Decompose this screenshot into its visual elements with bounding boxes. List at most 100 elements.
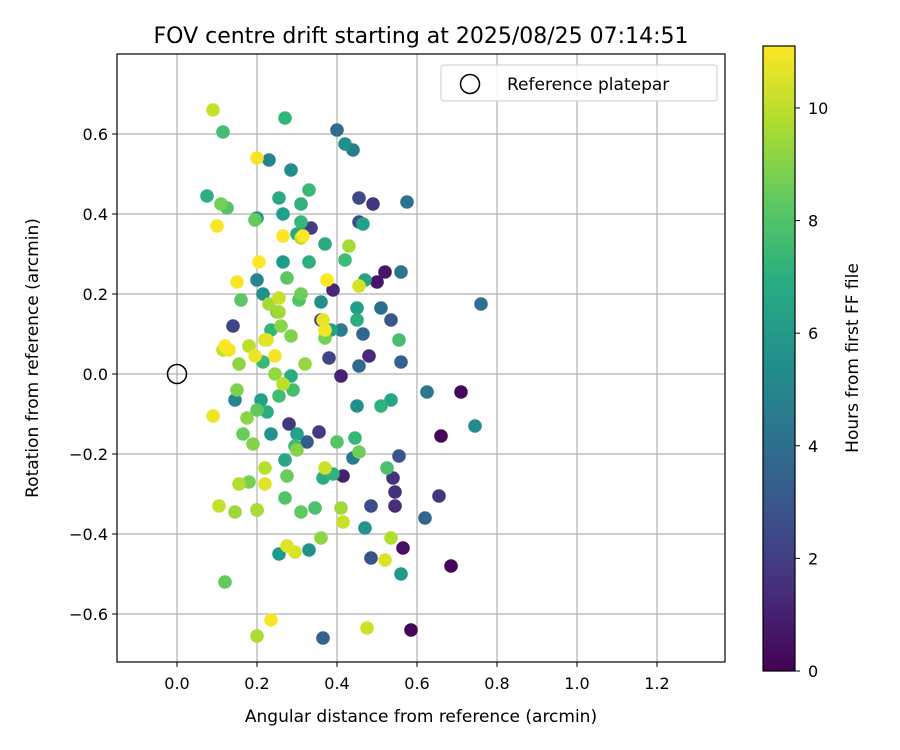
data-point	[320, 273, 334, 287]
data-point	[272, 305, 286, 319]
data-point	[248, 349, 262, 363]
data-point	[302, 255, 316, 269]
data-point	[378, 553, 392, 567]
y-tick-label: −0.2	[69, 445, 108, 464]
x-tick-label: 1.2	[644, 674, 669, 693]
y-axis-ticks: −0.6 −0.4 −0.2 0.0 0.2 0.4 0.6	[69, 125, 117, 624]
data-point	[258, 461, 272, 475]
data-point	[278, 111, 292, 125]
data-point	[272, 389, 286, 403]
data-point	[454, 385, 468, 399]
data-point	[290, 443, 304, 457]
data-point	[242, 339, 256, 353]
data-point	[330, 123, 344, 137]
data-point	[226, 319, 240, 333]
data-point	[298, 357, 312, 371]
data-point	[394, 567, 408, 581]
data-point	[432, 489, 446, 503]
data-point	[358, 521, 372, 535]
data-point	[282, 417, 296, 431]
x-axis-label: Angular distance from reference (arcmin)	[245, 707, 597, 727]
data-point	[294, 287, 308, 301]
data-point	[318, 461, 332, 475]
data-point	[268, 367, 282, 381]
data-point	[348, 431, 362, 445]
data-point	[262, 153, 276, 167]
grid	[117, 54, 725, 662]
x-tick-label: 0.4	[324, 674, 349, 693]
data-point	[394, 265, 408, 279]
data-point	[366, 197, 380, 211]
legend-entry-reference: Reference platepar	[507, 75, 669, 95]
data-point	[274, 319, 288, 333]
data-point	[334, 369, 348, 383]
data-point	[236, 427, 250, 441]
x-tick-label: 0.6	[404, 674, 429, 693]
data-point	[276, 207, 290, 221]
data-point	[250, 273, 264, 287]
x-tick-label: 0.2	[244, 674, 269, 693]
data-point	[394, 355, 408, 369]
data-point	[468, 419, 482, 433]
data-point	[294, 197, 308, 211]
data-point	[360, 621, 374, 635]
colorbar-tick-label: 0	[808, 662, 818, 681]
data-point	[250, 151, 264, 165]
data-point	[294, 215, 308, 229]
data-point	[400, 195, 414, 209]
data-point	[272, 191, 286, 205]
y-axis-label: Rotation from reference (arcmin)	[23, 218, 43, 498]
data-point	[250, 403, 264, 417]
data-point	[392, 449, 406, 463]
data-point	[230, 275, 244, 289]
data-point	[374, 399, 388, 413]
colorbar-label: Hours from first FF file	[843, 263, 863, 453]
data-point	[252, 255, 266, 269]
data-point	[364, 499, 378, 513]
data-point	[384, 531, 398, 545]
colorbar-frame	[762, 45, 796, 672]
data-point	[374, 301, 388, 315]
data-point	[276, 255, 290, 269]
chart-title: FOV centre drift starting at 2025/08/25 …	[154, 24, 689, 49]
data-point	[434, 429, 448, 443]
data-point	[280, 469, 294, 483]
data-point	[334, 323, 348, 337]
data-point	[284, 163, 298, 177]
data-point	[284, 329, 298, 343]
colorbar-tick-label: 4	[808, 437, 818, 456]
data-point	[352, 359, 366, 373]
data-point	[386, 471, 400, 485]
data-point	[264, 427, 278, 441]
y-tick-label: 0.6	[83, 125, 108, 144]
data-point	[362, 349, 376, 363]
colorbar-tick-label: 8	[808, 212, 818, 231]
data-point	[370, 275, 384, 289]
data-point	[318, 323, 332, 337]
data-point	[350, 313, 364, 327]
data-point	[290, 427, 304, 441]
x-tick-label: 0.0	[164, 674, 189, 693]
data-point	[336, 515, 350, 529]
data-point	[308, 501, 322, 515]
data-point	[260, 333, 274, 347]
data-point	[388, 499, 402, 513]
data-point	[280, 271, 294, 285]
data-point	[206, 409, 220, 423]
data-point	[232, 477, 246, 491]
data-point	[312, 425, 326, 439]
data-point	[444, 559, 458, 573]
data-point	[356, 217, 370, 231]
data-point	[302, 183, 316, 197]
data-point	[272, 291, 286, 305]
data-point	[218, 339, 232, 353]
legend-reference-marker	[459, 73, 481, 95]
data-point	[378, 265, 392, 279]
data-point	[352, 191, 366, 205]
data-point	[330, 435, 344, 449]
colorbar: 0 2 4 6 8 10 Hours from first FF file	[762, 45, 863, 681]
data-point	[316, 631, 330, 645]
data-point	[296, 229, 310, 243]
data-point	[250, 503, 264, 517]
